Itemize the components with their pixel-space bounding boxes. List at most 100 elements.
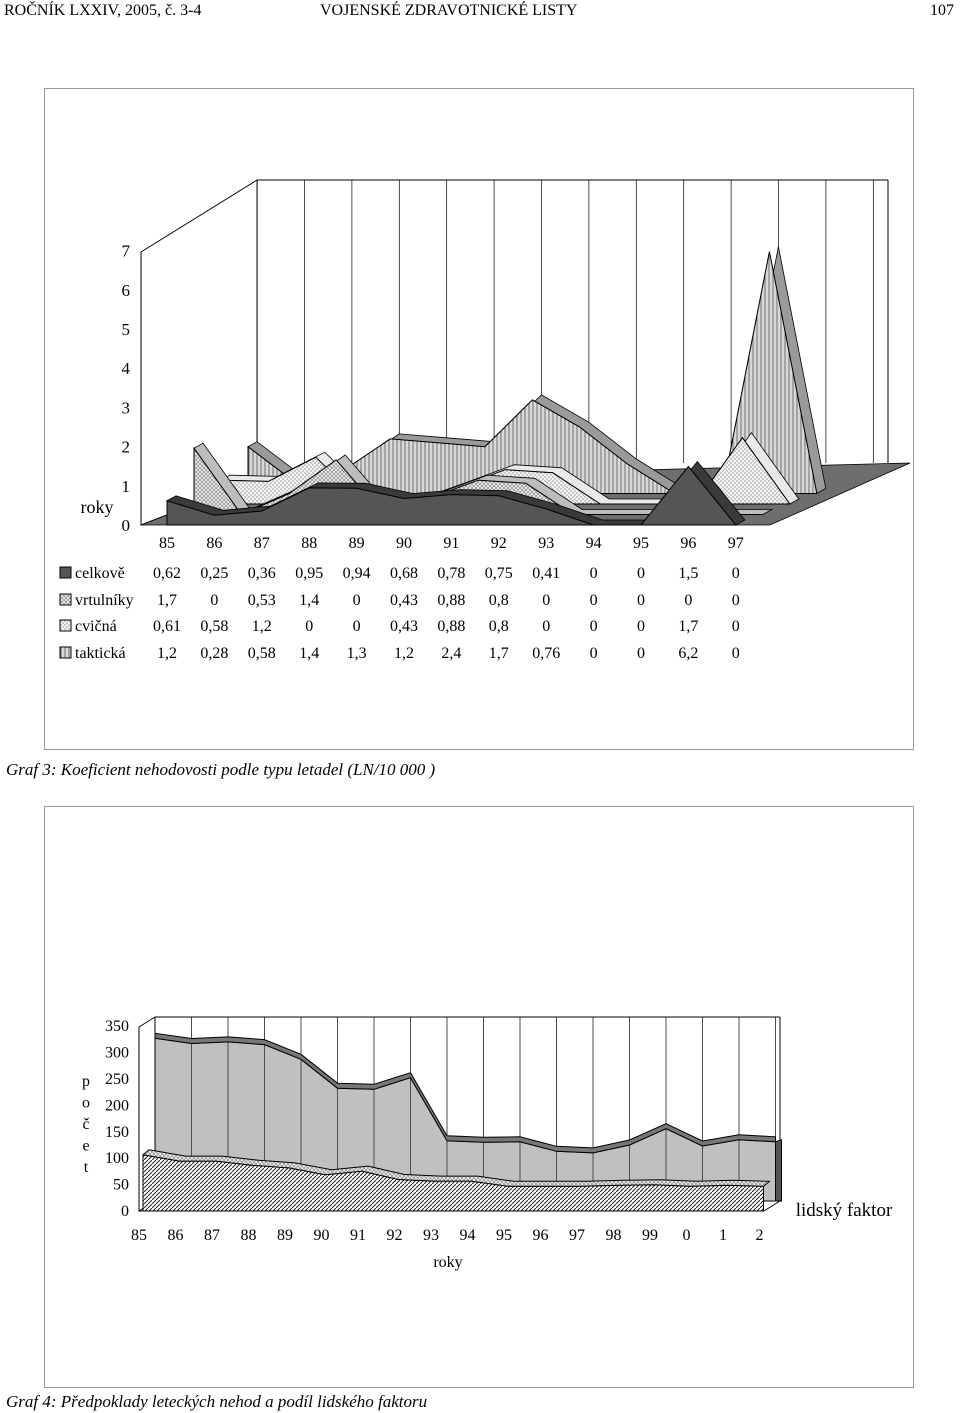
graph3-table-cell: 0	[353, 592, 361, 609]
graph3-table-cell: 1,5	[678, 565, 698, 582]
graph4-category-label: 87	[204, 1227, 220, 1244]
graph3-y-tick: 7	[122, 242, 131, 261]
graph3-table-cell: 0	[542, 592, 550, 609]
graph3-legend-swatch	[59, 566, 72, 579]
graph3-y-label: roky	[81, 497, 114, 517]
graph3-category-label: 91	[443, 535, 459, 552]
graph4-category-label: 1	[719, 1227, 727, 1244]
graph4-floor-right	[763, 1200, 781, 1212]
graph3-table-cell: 1,4	[299, 645, 319, 662]
graph4-category-label: 94	[460, 1227, 476, 1244]
graph3-table-cell: 0,58	[248, 645, 276, 662]
graph3-table-cell: 0	[590, 645, 598, 662]
graph4-y-label-letter: p	[82, 1073, 90, 1090]
graph4-y-label-letter: č	[82, 1116, 89, 1133]
graph3-y-tick: 1	[122, 477, 131, 496]
graph4-category-label: 95	[496, 1227, 512, 1244]
graph4-y-tick: 0	[121, 1203, 129, 1220]
graph4-category-label: 92	[387, 1227, 403, 1244]
graph4-category-label: 91	[350, 1227, 366, 1244]
graph3-category-label: 95	[633, 535, 649, 552]
graph4-category-label: 85	[131, 1227, 147, 1244]
graph3-y-tick: 3	[122, 398, 131, 417]
graph3-table-cell: 0,41	[532, 565, 560, 582]
graph3-table-cell: 0,36	[248, 565, 276, 582]
header-journal-title: VOJENSKÉ ZDRAVOTNICKÉ LISTY	[320, 2, 578, 19]
graph3-side-top	[140, 179, 258, 253]
graph3-table-cell: 0,43	[390, 618, 418, 635]
graph3-table-cell: 0,76	[532, 645, 560, 662]
graph3-category-label: 97	[728, 535, 744, 552]
graph3-table-cell: 0,88	[437, 592, 465, 609]
graph4-y-tick: 100	[105, 1150, 129, 1167]
graph3-table-cell: 0,53	[248, 592, 276, 609]
header-journal-issue: ROČNÍK LXXIV, 2005, č. 3-4	[4, 2, 202, 19]
graph3-table-cell: 0,78	[437, 565, 465, 582]
graph3-table-cell: 0	[637, 592, 645, 609]
graph3-table-cell: 1,7	[678, 618, 698, 635]
graph3-table-cell: 0	[732, 618, 740, 635]
graph3-table-cell: 0,8	[489, 618, 509, 635]
graph3-y-tick: 6	[122, 281, 131, 300]
graph3-category-label: 87	[254, 535, 270, 552]
graph3-table-cell: 0	[210, 592, 218, 609]
graph3-y-tick: 5	[122, 320, 131, 339]
graph3-table-cell: 0,25	[200, 565, 228, 582]
graph3-table-cell: 0,75	[485, 565, 513, 582]
graph3-category-label: 90	[396, 535, 412, 552]
graph3-table-cell: 0,62	[153, 565, 181, 582]
graph4-frame	[44, 806, 914, 1388]
graph4-y-tick: 250	[105, 1071, 129, 1088]
graph3-frame	[44, 88, 914, 750]
graph3-table-cell: 1,7	[157, 592, 177, 609]
graph3-category-label: 92	[491, 535, 507, 552]
graph3-y-tick: 4	[122, 359, 131, 378]
graph4-series-human-factor	[141, 1149, 771, 1212]
graph4-category-label: 99	[642, 1227, 658, 1244]
graph3-category-label: 93	[538, 535, 554, 552]
graph3-table-cell: 0,61	[153, 618, 181, 635]
graph3-table-cell: 0,8	[489, 592, 509, 609]
graph3-legend-swatch	[59, 646, 72, 659]
graph3-category-label: 94	[586, 535, 602, 552]
graph3-table-cell: 1,7	[489, 645, 509, 662]
graph3-caption: Graf 3: Koeficient nehodovosti podle typ…	[6, 760, 436, 779]
graph3-legend-label: cvičná	[75, 618, 117, 635]
graph3-table-cell: 0,28	[200, 645, 228, 662]
graph4-category-label: 98	[606, 1227, 622, 1244]
graph3-table-cell: 1,2	[394, 645, 414, 662]
graph3-table-cell: 0	[732, 645, 740, 662]
graph4-hf-top	[141, 1149, 771, 1187]
graph3-table-cell: 0	[590, 618, 598, 635]
graph3-table-cell: 1,4	[299, 592, 319, 609]
graph3-category-label: 88	[301, 535, 317, 552]
graph4-y-tick: 300	[105, 1045, 129, 1062]
graph3-category-label: 86	[206, 535, 222, 552]
header-page-number: 107	[930, 2, 954, 19]
graph3-table-cell: 0	[542, 618, 550, 635]
graph3-table-cell: 0,68	[390, 565, 418, 582]
graph3-legend-label: taktická	[75, 645, 126, 662]
graph3-category-label: 85	[159, 535, 175, 552]
graph3-table-cell: 0,94	[343, 565, 371, 582]
graph4-y-label-letter: t	[84, 1159, 89, 1176]
graph3-legend-swatch	[59, 593, 72, 606]
graph3-table-cell: 0,95	[295, 565, 323, 582]
graph3-table-cell: 0	[732, 592, 740, 609]
graph3-table-cell: 1,3	[347, 645, 367, 662]
graph3-category-label: 96	[680, 535, 696, 552]
graph4-y-tick: 350	[105, 1018, 129, 1035]
graph3-table-cell: 0	[637, 618, 645, 635]
graph4-caption: Graf 4: Předpoklady leteckých nehod a po…	[6, 1392, 428, 1411]
graph4-side-top	[138, 1016, 156, 1028]
graph4-category-label: 89	[277, 1227, 293, 1244]
graph3-y-tick: 2	[122, 438, 131, 457]
graph3-table-cell: 0	[732, 565, 740, 582]
graph3-table-cell: 0	[590, 592, 598, 609]
graph3-table-cell: 0	[590, 565, 598, 582]
graph4-y-tick: 150	[105, 1124, 129, 1141]
graph4-category-label: 88	[241, 1227, 257, 1244]
graph3-chart: 0 1 2 3 4 5 6 7 roky 85 86 87 88 89 90 91 92 93 94 95 96 97 ce…	[59, 179, 911, 662]
graph4-category-label: 2	[756, 1227, 764, 1244]
